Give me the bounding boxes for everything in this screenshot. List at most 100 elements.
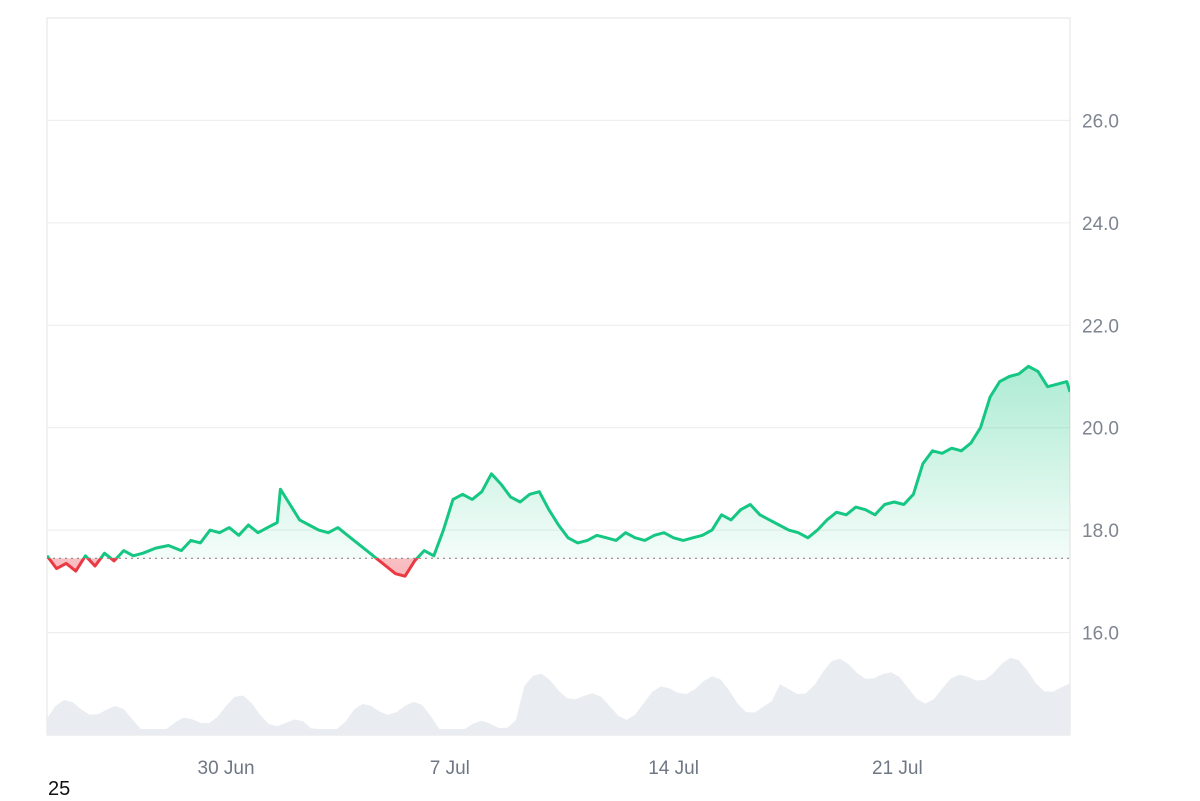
price-point [884,504,886,506]
y-tick-label: 22.0 [1082,316,1119,337]
y-tick-label: 16.0 [1082,624,1119,645]
price-point [142,552,144,554]
price-point [248,524,250,526]
x-tick-label: 30 Jun [198,758,255,779]
price-point [219,532,221,534]
price-point [759,514,761,516]
price-point [209,529,211,531]
price-point [500,483,502,485]
y-tick-label: 24.0 [1082,214,1119,235]
price-point [529,494,531,496]
price-point [750,504,752,506]
price-point [280,488,282,490]
price-point [606,537,608,539]
price-point [510,496,512,498]
volume-area [47,657,1070,735]
price-point [711,529,713,531]
x-tick-label: 7 Jul [430,758,470,779]
price-point [548,509,550,511]
price-point [276,522,278,524]
price-point [596,535,598,537]
price-point [104,552,106,554]
price-point [951,447,953,449]
price-point [558,524,560,526]
price-point [922,463,924,465]
price-area-up [47,366,1070,559]
price-point [299,519,301,521]
price-point [228,527,230,529]
price-point [721,514,723,516]
price-point [865,509,867,511]
price-point [826,519,828,521]
price-point [836,511,838,513]
price-point [788,529,790,531]
price-point [692,537,694,539]
price-point [644,540,646,542]
price-point [395,573,397,575]
price-point [654,535,656,537]
price-point [1056,383,1058,385]
price-point [481,491,483,493]
price-point [462,494,464,496]
price-point [181,550,183,552]
price-point [519,501,521,503]
price-point [46,555,48,557]
price-point [1047,386,1049,388]
price-point [376,558,378,560]
price-point [404,575,406,577]
price-point [577,542,579,544]
price-point [845,514,847,516]
price-point [433,555,435,557]
price-point [682,540,684,542]
price-point [855,506,857,508]
price-point [65,563,67,565]
price-point [347,535,349,537]
price-point [337,527,339,529]
price-point [817,529,819,531]
price-point [308,524,310,526]
price-point [1018,373,1020,375]
price-point [133,555,135,557]
price-point [893,501,895,503]
price-point [961,450,963,452]
price-point [980,427,982,429]
price-point [941,453,943,455]
price-point [970,442,972,444]
price-point [56,568,58,570]
price-point [625,532,627,534]
price-point [328,532,330,534]
plot-frame [46,17,1071,736]
price-point [730,519,732,521]
price-point [471,499,473,501]
x-tick-label: 14 Jul [648,758,699,779]
price-point [452,499,454,501]
x-tick-label: 21 Jul [872,758,923,779]
price-point [798,532,800,534]
price-point [366,550,368,552]
y-tick-label: 18.0 [1082,521,1119,542]
price-point [989,396,991,398]
price-point [190,540,192,542]
price-point [634,537,636,539]
price-point [673,537,675,539]
price-point [587,540,589,542]
price-point [1009,376,1011,378]
price-point [807,537,809,539]
price-point [423,550,425,552]
price-point [913,494,915,496]
price-point [155,547,157,549]
price-point [85,555,87,557]
price-point [94,565,96,567]
price-point [75,570,77,572]
price-point [1037,371,1039,373]
price-point [356,542,358,544]
y-tick-label: 26.0 [1082,111,1119,132]
price-point [123,550,125,552]
price-point [663,532,665,534]
price-point [200,542,202,544]
price-point [238,535,240,537]
price-point [999,381,1001,383]
price-point [491,473,493,475]
price-point [113,560,115,562]
